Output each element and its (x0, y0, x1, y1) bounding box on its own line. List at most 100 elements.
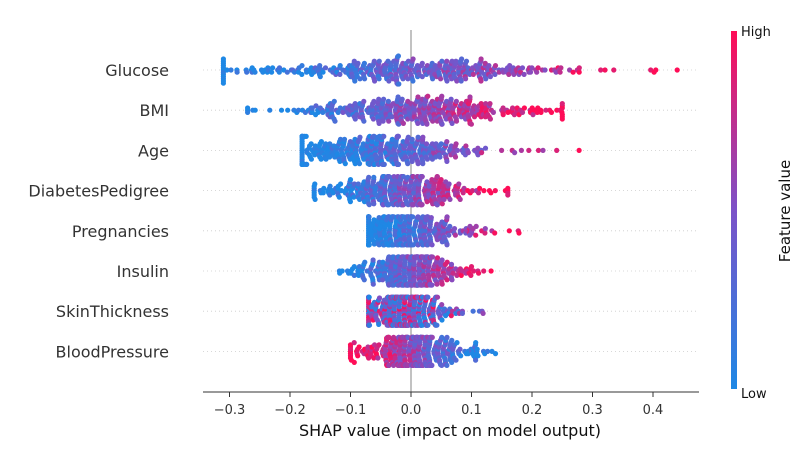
shap-point (362, 259, 368, 265)
shap-point (234, 69, 240, 75)
shap-point (429, 254, 436, 260)
colorbar-title: Feature value (776, 160, 794, 262)
shap-point (429, 362, 435, 368)
shap-point (386, 202, 392, 208)
shap-point (381, 96, 387, 102)
shap-point (465, 150, 471, 156)
shap-point (322, 65, 329, 71)
shap-point (468, 272, 474, 278)
shap-point (386, 118, 392, 124)
shap-point (444, 158, 450, 164)
shap-point (410, 78, 416, 84)
shap-point (463, 143, 469, 149)
x-tick-label: −0.1 (335, 403, 367, 418)
shap-point (447, 196, 453, 202)
x-axis-ticks: −0.3 −0.2 −0.1 0.0 0.1 0.2 0.3 0.4 (214, 392, 663, 418)
shap-point (420, 161, 426, 167)
shap-point (428, 215, 434, 221)
shap-point (447, 223, 453, 229)
shap-point (376, 76, 382, 82)
shap-point (653, 67, 659, 73)
shap-point (492, 63, 499, 69)
shap-point (448, 96, 454, 102)
shap-point (438, 141, 444, 147)
shap-point (526, 147, 532, 153)
shap-point (576, 147, 582, 153)
shap-point (454, 147, 460, 153)
shap-point (530, 112, 536, 118)
shap-point (429, 242, 435, 248)
shap-point (400, 120, 406, 126)
shap-point (357, 76, 363, 82)
shap-point (415, 161, 421, 167)
shap-point (434, 281, 440, 287)
shap-point (355, 353, 361, 359)
shap-point (341, 136, 348, 142)
shap-point (366, 174, 372, 180)
shap-point (278, 107, 285, 113)
shap-point (312, 196, 318, 202)
shap-point (410, 56, 416, 62)
shap-point (471, 114, 478, 120)
shap-point (509, 105, 516, 111)
shap-point (376, 321, 382, 327)
shap-point (485, 348, 491, 354)
shap-point (386, 362, 392, 368)
shap-point (519, 65, 526, 71)
shap-point (434, 294, 441, 300)
shap-point (506, 71, 512, 77)
shap-point (439, 334, 445, 340)
shap-point (457, 196, 463, 202)
shap-point (482, 226, 488, 232)
shap-point (518, 147, 525, 153)
shap-point (361, 60, 367, 66)
shap-point (355, 181, 361, 187)
shap-point (351, 359, 357, 365)
x-tick-label: 0.0 (401, 403, 422, 418)
shap-point (415, 94, 421, 100)
shap-point (391, 334, 397, 340)
shap-point (337, 158, 343, 164)
shap-point (267, 107, 273, 113)
shap-point (424, 199, 430, 205)
shap-point (434, 255, 441, 261)
feature-label: DiabetesPedigree (28, 182, 169, 201)
shap-point (356, 344, 362, 350)
shap-point (366, 294, 372, 300)
shap-point (453, 357, 459, 363)
shap-point (519, 109, 526, 115)
shap-point (477, 185, 483, 191)
shap-point (506, 228, 512, 234)
shap-point (449, 359, 455, 365)
shap-point (535, 65, 541, 71)
shap-point (332, 118, 338, 124)
shap-point (370, 281, 376, 287)
shap-point (299, 63, 305, 69)
shap-point (303, 133, 309, 139)
shap-point (490, 109, 496, 115)
shap-point (469, 188, 475, 194)
shap-point (492, 230, 498, 236)
shap-point (505, 109, 511, 115)
shap-point (557, 69, 563, 75)
shap-point (376, 295, 383, 301)
shap-point (540, 147, 546, 153)
shap-point (415, 120, 421, 126)
shap-point (465, 65, 471, 71)
shap-point (505, 185, 511, 191)
shap-point (415, 214, 421, 220)
shap-point (487, 116, 493, 122)
shap-point (366, 214, 372, 220)
x-tick-label: −0.2 (274, 403, 306, 418)
shap-point (224, 67, 230, 73)
shap-point (376, 96, 382, 102)
shap-point (453, 58, 459, 64)
shap-point (327, 183, 333, 189)
shap-point (429, 282, 435, 288)
shap-point (252, 107, 258, 113)
x-tick-label: 0.1 (461, 403, 482, 418)
x-tick-label: −0.3 (214, 403, 246, 418)
shap-point (372, 78, 378, 84)
shap-point (370, 116, 376, 122)
shap-point (376, 120, 382, 126)
